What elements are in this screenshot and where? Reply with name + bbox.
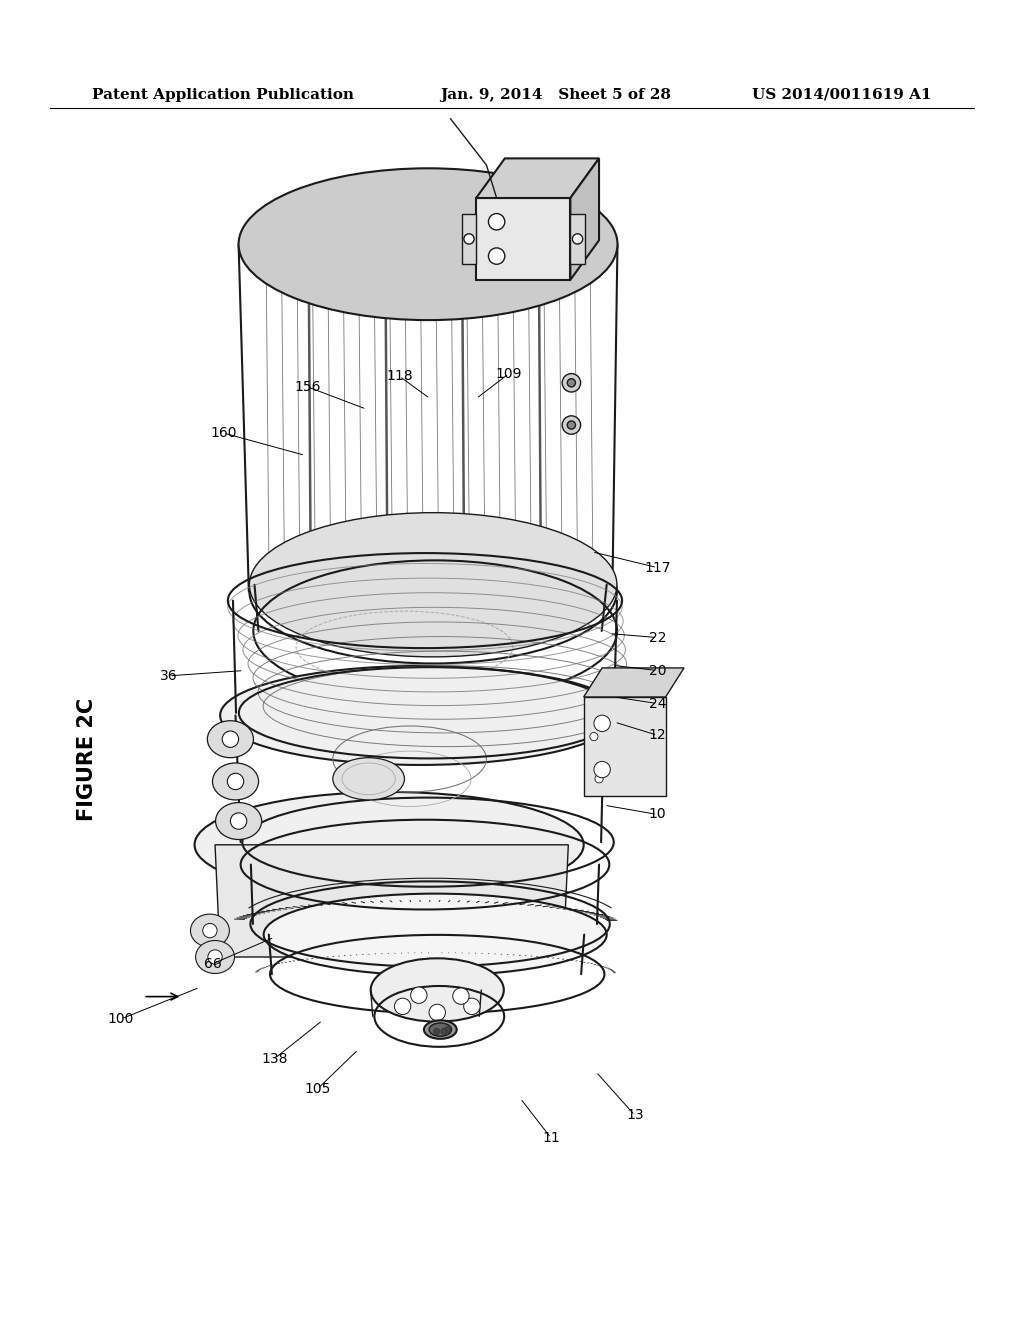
- Circle shape: [227, 774, 244, 789]
- Ellipse shape: [196, 940, 234, 973]
- Text: US 2014/0011619 A1: US 2014/0011619 A1: [753, 88, 932, 102]
- Circle shape: [585, 727, 603, 746]
- Circle shape: [222, 731, 239, 747]
- Circle shape: [590, 733, 598, 741]
- Polygon shape: [570, 214, 585, 264]
- Polygon shape: [476, 158, 599, 198]
- Text: 24: 24: [648, 697, 667, 710]
- Text: 117: 117: [644, 561, 671, 574]
- Text: 36: 36: [160, 669, 178, 682]
- Text: 100: 100: [108, 1012, 134, 1026]
- Circle shape: [394, 998, 411, 1015]
- Ellipse shape: [213, 763, 258, 800]
- Circle shape: [434, 1028, 440, 1035]
- Circle shape: [429, 1005, 445, 1020]
- Ellipse shape: [371, 958, 504, 1022]
- Ellipse shape: [207, 721, 253, 758]
- Circle shape: [562, 374, 581, 392]
- Circle shape: [567, 379, 575, 387]
- Text: 138: 138: [261, 1052, 288, 1065]
- Polygon shape: [462, 214, 476, 264]
- Circle shape: [464, 998, 480, 1015]
- Circle shape: [590, 770, 608, 788]
- Circle shape: [208, 950, 222, 964]
- Ellipse shape: [263, 894, 606, 975]
- Text: 109: 109: [496, 367, 522, 380]
- Text: 12: 12: [648, 729, 667, 742]
- Ellipse shape: [190, 915, 229, 948]
- Ellipse shape: [333, 758, 404, 800]
- Circle shape: [572, 234, 583, 244]
- Circle shape: [230, 813, 247, 829]
- Text: 10: 10: [648, 808, 667, 821]
- Circle shape: [488, 214, 505, 230]
- Circle shape: [567, 421, 575, 429]
- Circle shape: [464, 234, 474, 244]
- Polygon shape: [584, 668, 684, 697]
- Text: 20: 20: [648, 664, 667, 677]
- Circle shape: [488, 248, 505, 264]
- Circle shape: [453, 987, 469, 1005]
- Text: 22: 22: [648, 631, 667, 644]
- Ellipse shape: [424, 1020, 457, 1039]
- Text: 160: 160: [210, 426, 237, 440]
- Circle shape: [594, 715, 610, 731]
- Circle shape: [562, 416, 581, 434]
- Circle shape: [594, 762, 610, 777]
- Circle shape: [203, 924, 217, 937]
- Ellipse shape: [215, 803, 261, 840]
- Polygon shape: [570, 158, 599, 280]
- Text: FIGURE 2C: FIGURE 2C: [77, 697, 97, 821]
- Text: 118: 118: [386, 370, 413, 383]
- Text: 156: 156: [294, 380, 321, 393]
- Text: Patent Application Publication: Patent Application Publication: [92, 88, 354, 102]
- Ellipse shape: [195, 792, 584, 898]
- Ellipse shape: [250, 512, 616, 657]
- Polygon shape: [476, 198, 570, 280]
- Text: 13: 13: [626, 1109, 644, 1122]
- Circle shape: [444, 1027, 451, 1032]
- Text: 105: 105: [304, 1082, 331, 1096]
- Text: Jan. 9, 2014   Sheet 5 of 28: Jan. 9, 2014 Sheet 5 of 28: [440, 88, 671, 102]
- Text: 11: 11: [542, 1131, 560, 1144]
- Ellipse shape: [220, 667, 620, 766]
- Circle shape: [411, 987, 427, 1003]
- Circle shape: [440, 1028, 447, 1035]
- Polygon shape: [584, 697, 666, 796]
- Circle shape: [595, 775, 603, 783]
- Ellipse shape: [429, 1023, 452, 1036]
- Polygon shape: [215, 845, 568, 957]
- Ellipse shape: [239, 168, 617, 321]
- Text: 66: 66: [204, 957, 222, 970]
